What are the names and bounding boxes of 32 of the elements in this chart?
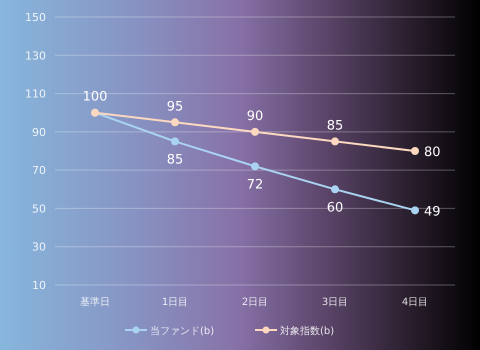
- data-label: 80: [424, 145, 441, 160]
- data-label: 49: [424, 204, 441, 220]
- data-label: 85: [166, 152, 184, 168]
- y-tick-label: 90: [32, 126, 46, 139]
- x-tick-label: 基準日: [80, 296, 110, 308]
- legend-label: 対象指数(b): [280, 325, 334, 337]
- point: [171, 137, 179, 146]
- data-label: 95: [166, 99, 184, 114]
- y-tick-label: 130: [25, 49, 46, 62]
- point: [411, 206, 419, 214]
- y-tick-label: 70: [32, 164, 46, 178]
- x-tick-label: 1日目: [162, 297, 188, 308]
- x-tick-label: 3日目: [322, 297, 348, 308]
- point: [251, 128, 259, 136]
- x-tick-label: 4日目: [402, 297, 428, 308]
- y-tick-label: 50: [32, 202, 46, 216]
- point: [331, 185, 339, 194]
- y-tick-label: 150: [25, 11, 46, 24]
- legend-label: 当ファンド(b): [150, 325, 214, 337]
- point: [171, 118, 179, 126]
- data-label: 72: [246, 177, 264, 192]
- y-tick-label: 30: [32, 240, 46, 254]
- y-tick-label: 10: [32, 279, 46, 292]
- point: [251, 162, 259, 170]
- data-label: 100: [82, 90, 108, 105]
- x-tick-label: 2日目: [242, 297, 268, 308]
- data-label: 90: [246, 108, 264, 124]
- point: [411, 147, 419, 155]
- y-tick-label: 110: [25, 88, 46, 101]
- point: [331, 137, 339, 146]
- data-label: 60: [326, 200, 344, 216]
- data-label: 85: [326, 118, 344, 134]
